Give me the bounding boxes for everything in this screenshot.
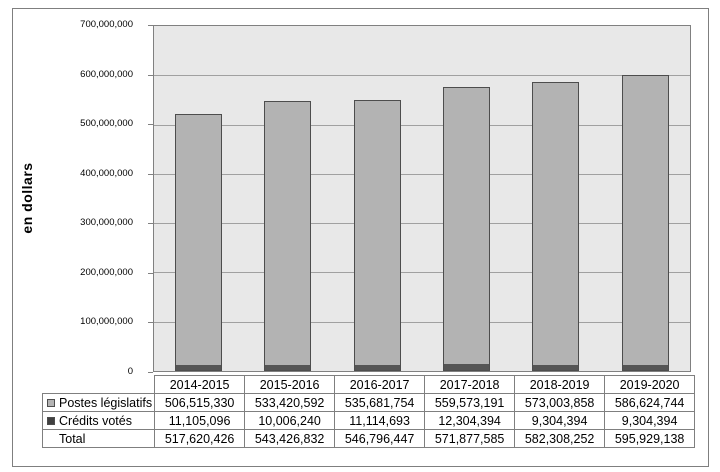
stacked-bar [443,87,491,371]
table-value-cell: 10,006,240 [244,411,336,430]
bar-column-2017-2018 [422,26,511,371]
table-year-header: 2017-2018 [424,375,516,394]
bar-segment [533,83,579,365]
table-value-cell: 546,796,447 [334,429,426,448]
table-row: Crédits votés 11,105,096 10,006,240 11,114,… [41,411,696,430]
bar-segment [176,365,222,370]
y-axis-tick-mark [148,124,153,126]
bar-segment [354,365,400,370]
y-axis-tick-label: 0 [127,366,133,377]
y-axis-tick-mark [148,372,153,373]
table-value-cell: 582,308,252 [514,429,606,448]
bar-segment [622,365,668,370]
bar-segment [533,365,579,370]
table-value-cell: 11,114,693 [334,411,426,430]
stacked-bar [353,100,401,371]
y-axis-tick-mark [148,272,153,274]
stacked-bar [175,114,223,371]
table-year-header: 2015-2016 [244,375,336,394]
table-value-cell: 517,620,426 [154,429,246,448]
bar-column-2016-2017 [333,26,422,371]
table-corner-blank [43,376,155,394]
table-value-cell: 571,877,585 [424,429,516,448]
table-year-header: 2019-2020 [604,375,696,394]
y-axis-tick-label: 200,000,000 [80,266,133,278]
y-axis-tick-label: 400,000,000 [80,167,133,179]
y-axis-title: en dollars [19,162,35,234]
gridline [154,174,690,175]
y-axis-tick-mark [148,25,153,26]
table-value-cell: 586,624,744 [604,393,696,412]
bar-segment [354,101,400,365]
table-year-header: 2016-2017 [334,375,426,394]
stacked-bar [621,75,669,371]
table-year-header: 2014-2015 [154,375,246,394]
table-row: Total 517,620,426 543,426,832 546,796,447 57… [41,429,696,448]
table-value-cell: 559,573,191 [424,393,516,412]
stacked-bar [532,82,580,371]
table-value-cell: 533,420,592 [244,393,336,412]
gridline [154,322,690,323]
table-value-cell: 595,929,138 [604,429,696,448]
table-value-cell: 11,105,096 [154,411,246,430]
table-value-cell: 543,426,832 [244,429,336,448]
gridline [154,125,690,126]
y-axis-tick-label: 500,000,000 [80,118,133,130]
data-table-legend: 2014-2015 2015-2016 2016-2017 2017-2018 2018… [41,375,696,448]
y-axis-tick-label: 700,000,000 [80,19,133,30]
y-axis-tick-mark [148,173,153,175]
y-axis-tick-label: 300,000,000 [80,217,133,229]
gridline [154,223,690,224]
table-row: Postes législatifs 506,515,330 533,420,592… [41,393,696,412]
stacked-bar [264,101,312,371]
bar-segment [176,115,222,365]
bar-segment [444,88,490,364]
bars-container [154,26,690,371]
y-axis-tick-label: 100,000,000 [80,316,133,328]
bar-segment [622,76,668,365]
bar-column-2014-2015 [154,26,243,371]
gridline [154,272,690,273]
bar-column-2015-2016 [243,26,332,371]
bar-segment [265,365,311,370]
y-axis-tick-label: 600,000,000 [80,68,133,80]
y-axis-tick-mark [148,322,153,324]
table-value-cell: 573,003,858 [514,393,606,412]
bar-segment [444,364,490,370]
table-row-label: Crédits votés [41,411,156,430]
legend-marker-icon [47,416,55,425]
plot-area [153,25,691,372]
table-value-cell: 506,515,330 [154,393,246,412]
table-value-cell: 12,304,394 [424,411,516,430]
table-row-label: Postes législatifs [41,393,156,412]
y-axis-tick-mark [148,223,153,225]
bar-segment [265,102,311,365]
table-value-cell: 9,304,394 [514,411,606,430]
table-value-cell: 9,304,394 [604,411,696,430]
bar-column-2019-2020 [601,26,690,371]
legend-marker-icon [47,398,55,407]
bar-column-2018-2019 [511,26,600,371]
gridline [154,75,690,76]
y-axis-tick-mark [148,74,153,76]
figure-frame: en dollars 700,000,000 600,000,000 500,000… [12,8,709,467]
table-row-label: Total [41,429,156,448]
table-value-cell: 535,681,754 [334,393,426,412]
table-year-header: 2018-2019 [514,375,606,394]
